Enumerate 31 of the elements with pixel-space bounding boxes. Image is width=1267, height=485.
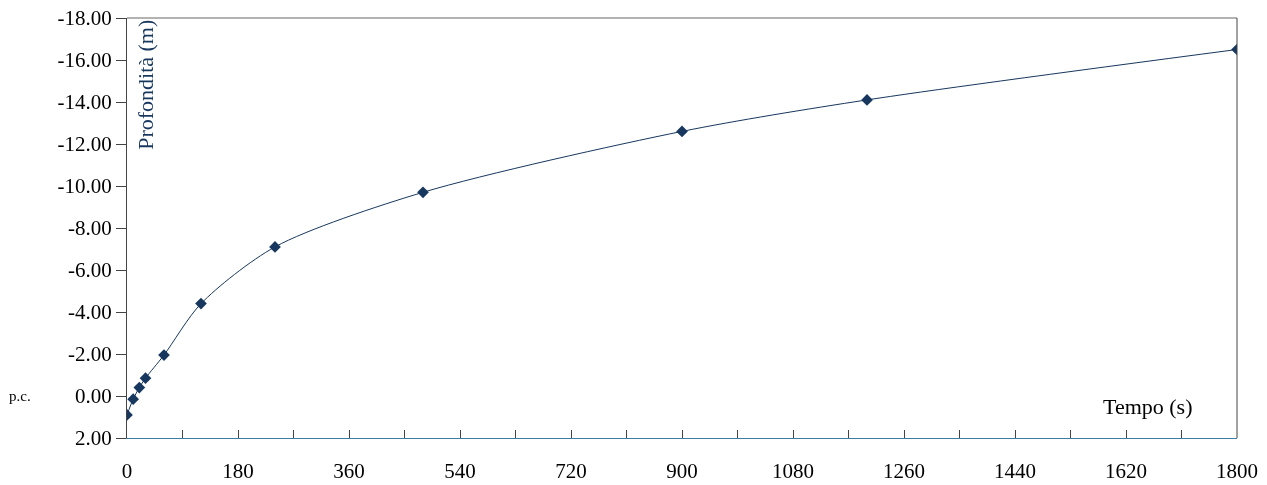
y-tick-label: -12.00 bbox=[57, 132, 112, 157]
point bbox=[676, 125, 688, 138]
point bbox=[195, 297, 207, 310]
y-axis-title: Profondità (m) bbox=[132, 19, 158, 150]
x-tick-label: 0 bbox=[121, 459, 133, 484]
point bbox=[127, 393, 140, 405]
x-tick-label: 720 bbox=[555, 459, 587, 484]
x-tick-label: 540 bbox=[444, 459, 476, 484]
point bbox=[139, 372, 152, 384]
y-tick-label: -4.00 bbox=[68, 300, 112, 325]
x-tick-label: 360 bbox=[333, 459, 365, 484]
x-tick-label: 180 bbox=[222, 459, 254, 484]
y-tick-label: -14.00 bbox=[57, 90, 112, 115]
x-tick-label: 1620 bbox=[1105, 459, 1147, 484]
x-tick-label: 1440 bbox=[994, 459, 1036, 484]
x-tick-label: 900 bbox=[666, 459, 698, 484]
y-tick-label: -18.00 bbox=[57, 6, 112, 31]
y-tick-label: -16.00 bbox=[57, 48, 112, 73]
y-tick-label: -2.00 bbox=[68, 342, 112, 367]
x-tick-label: 1800 bbox=[1216, 459, 1258, 484]
text: p.c. bbox=[9, 388, 31, 404]
y-tick-label: -6.00 bbox=[68, 258, 112, 283]
y-tick-label: 2.00 bbox=[75, 426, 112, 451]
y-tick-label: -8.00 bbox=[68, 216, 112, 241]
x-axis-title: Tempo (s) bbox=[1103, 394, 1193, 419]
point bbox=[417, 186, 429, 199]
x-tick-label: 1260 bbox=[883, 459, 925, 484]
point bbox=[133, 381, 146, 394]
y-tick-label: 0.00 bbox=[75, 384, 112, 409]
y-tick-label: -10.00 bbox=[57, 174, 112, 199]
x-tick-label: 1080 bbox=[772, 459, 814, 484]
